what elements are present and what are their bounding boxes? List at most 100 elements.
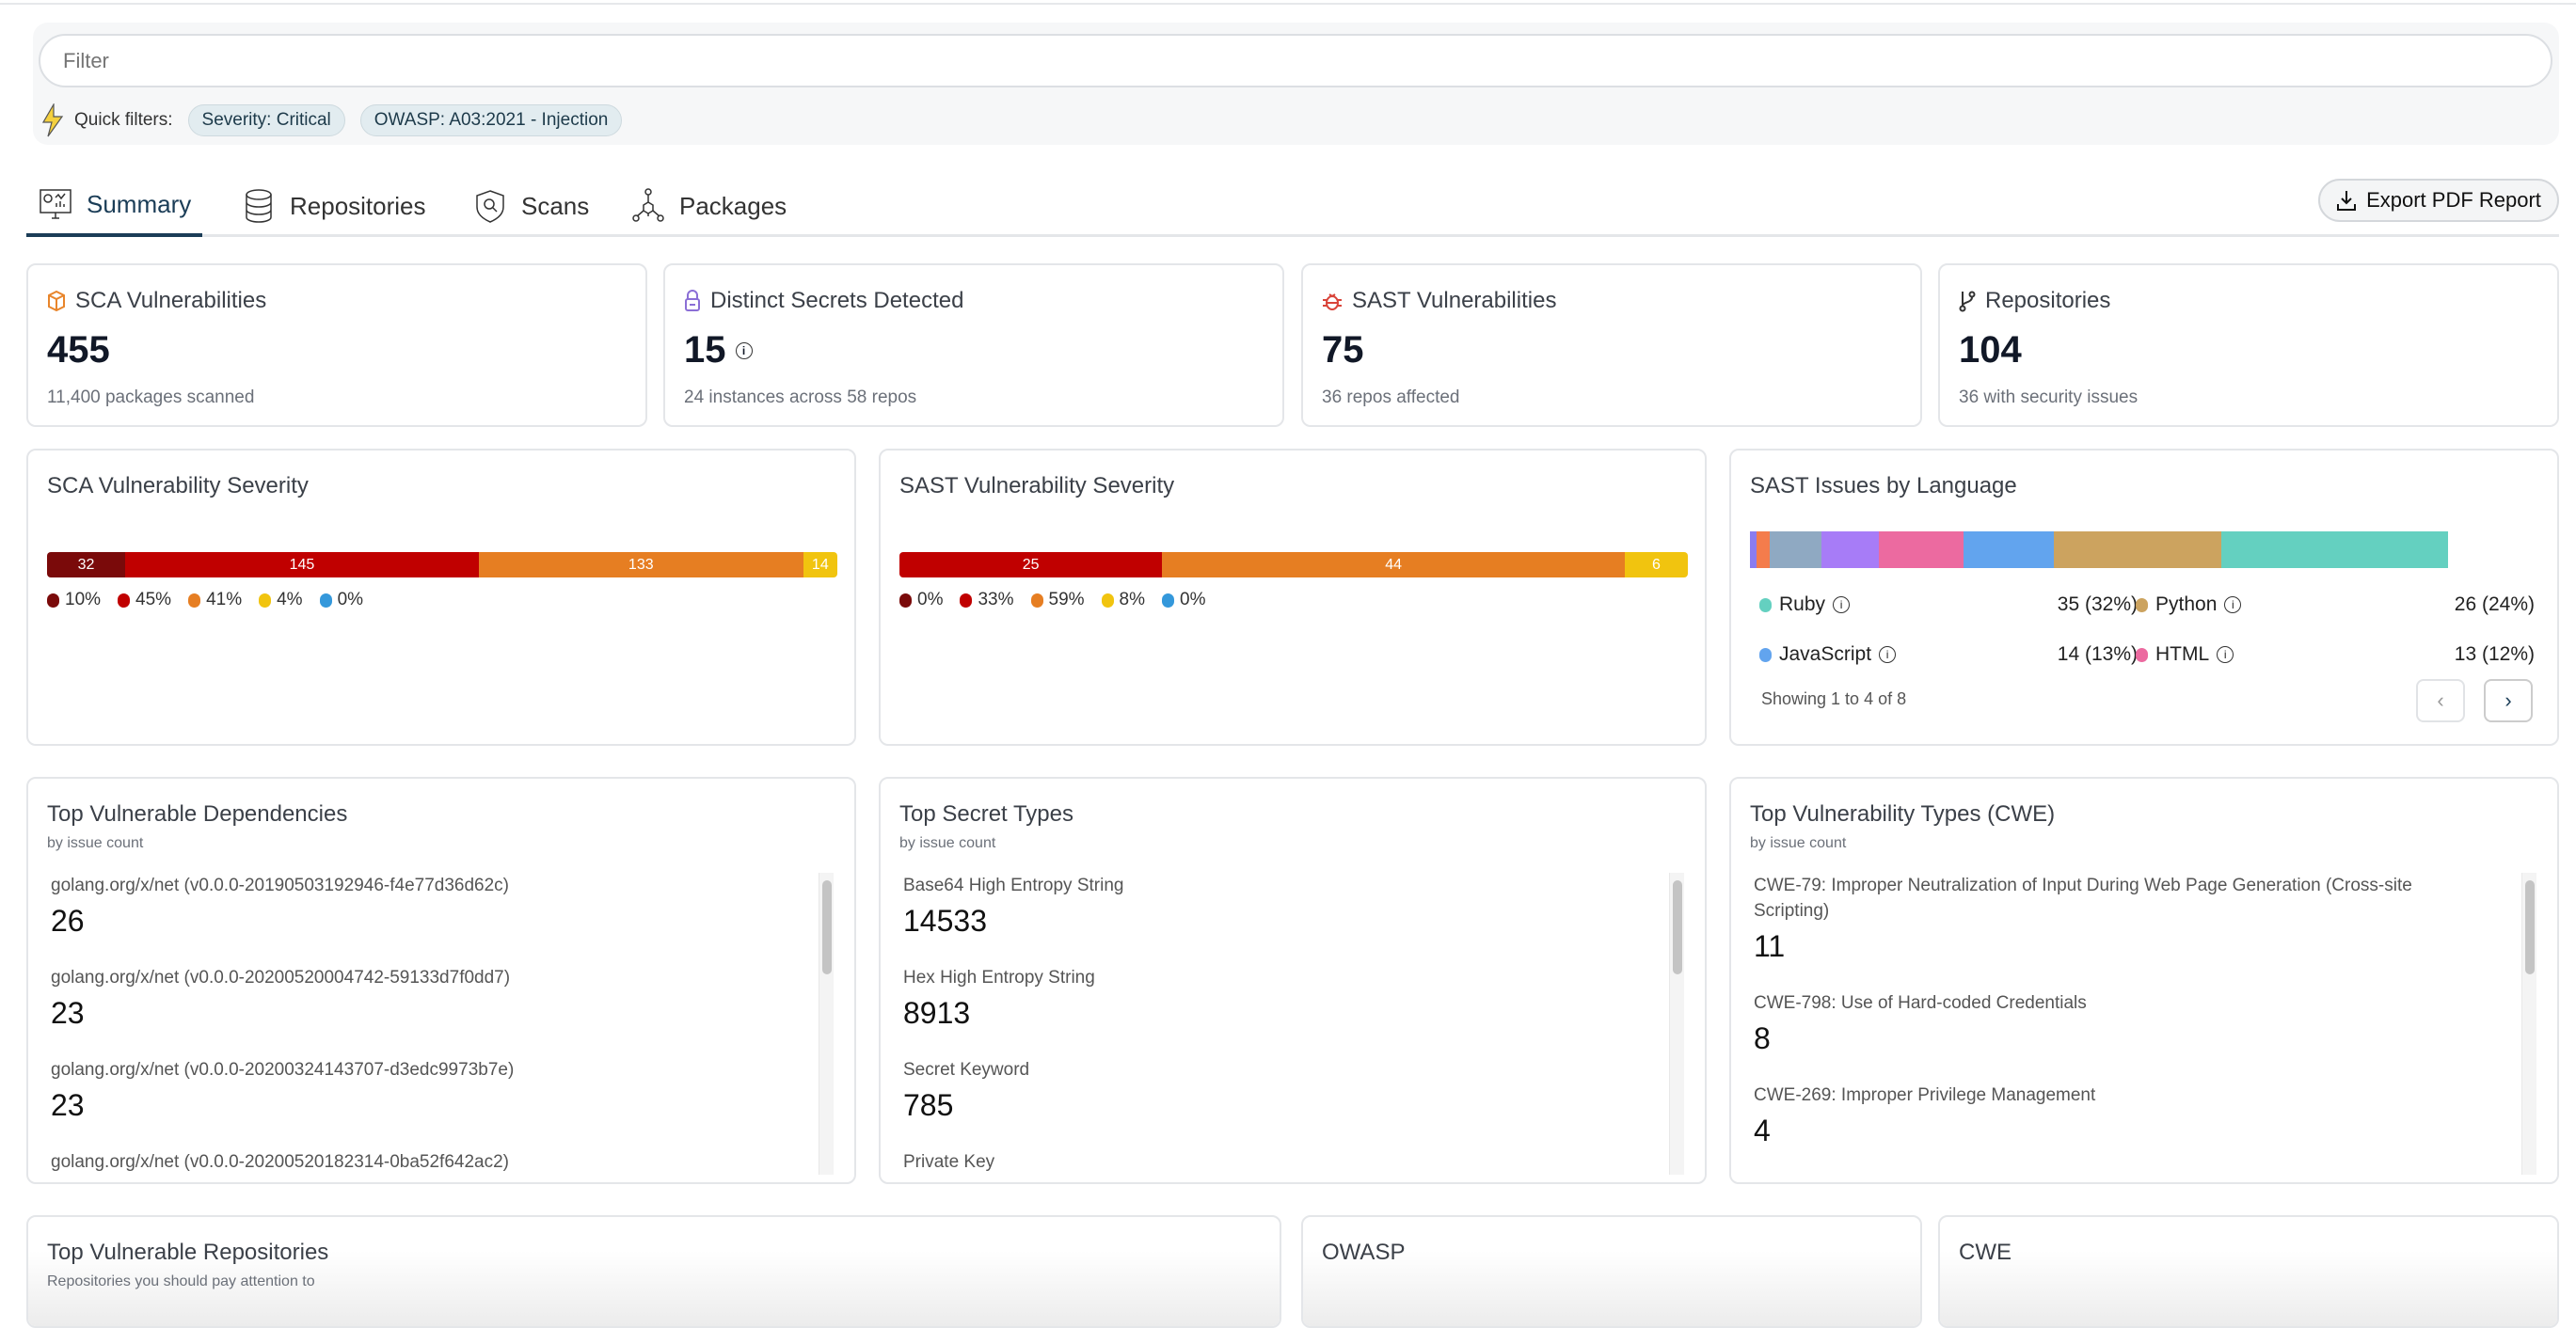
info-icon[interactable]: i	[1879, 646, 1897, 663]
stat-sub: 36 with security issues	[1959, 387, 2139, 407]
language-segment[interactable]	[1821, 531, 1880, 568]
info-icon[interactable]: i	[2217, 646, 2234, 663]
sast-language-card: SAST Issues by Language Ruby i 35 (32%) Pyt…	[1729, 449, 2559, 746]
language-segment[interactable]	[1756, 531, 1770, 568]
stat-sub: 11,400 packages scanned	[47, 387, 255, 407]
stat-card-secrets: Distinct Secrets Detected 15 i 24 instanc…	[663, 263, 1284, 427]
owasp-card: OWASP	[1301, 1215, 1922, 1328]
tab-repositories[interactable]: Repositories	[230, 175, 437, 237]
next-page-button[interactable]: ›	[2484, 679, 2533, 722]
list-item[interactable]: golang.org/x/net (v0.0.0-20200324143707-…	[51, 1057, 817, 1123]
legend-label: 0%	[917, 590, 944, 609]
lightning-icon	[41, 103, 64, 137]
tab-label: Scans	[521, 191, 590, 220]
list-item-label: Hex High Entropy String	[903, 968, 1095, 988]
list-item[interactable]: Hex High Entropy String 8913	[903, 965, 1667, 1031]
scrollbar[interactable]	[1669, 873, 1684, 1175]
language-segment[interactable]	[1879, 531, 1964, 568]
legend-dot	[259, 593, 272, 608]
stat-value: 75	[1322, 329, 1364, 371]
info-icon[interactable]: i	[735, 341, 753, 359]
package-icon	[48, 291, 65, 311]
list-item[interactable]: Secret Keyword 785	[903, 1057, 1667, 1123]
legend-label: 59%	[1048, 590, 1085, 609]
language-legend-item: HTML i	[2136, 643, 2234, 666]
language-legend-item: Python i	[2136, 593, 2242, 616]
list-item[interactable]: Private Key20	[903, 1149, 1667, 1175]
list-item[interactable]: CWE-269: Improper Privilege Management 4	[1754, 1083, 2491, 1148]
language-value: 14 (13%)	[2057, 643, 2138, 665]
info-icon[interactable]: i	[1833, 596, 1851, 613]
chart-title: SCA Vulnerability Severity	[47, 473, 309, 498]
legend-dot	[1759, 647, 1772, 662]
list-item-count: 26	[51, 904, 85, 938]
info-icon[interactable]: i	[2224, 596, 2242, 613]
dependencies-list: golang.org/x/net (v0.0.0-20190503192946-…	[51, 873, 817, 1175]
legend-dot	[118, 593, 131, 608]
quick-filters-label: Quick filters:	[74, 110, 173, 130]
scrollbar[interactable]	[819, 873, 834, 1175]
legend-item: 59%	[1030, 590, 1085, 610]
export-pdf-button[interactable]: Export PDF Report	[2318, 179, 2559, 222]
top-repositories-card: Top Vulnerable Repositories Repositories…	[26, 1215, 1281, 1328]
stat-value: 455	[47, 329, 110, 371]
list-item-label: golang.org/x/net (v0.0.0-20190503192946-…	[51, 876, 509, 895]
database-icon	[246, 189, 272, 223]
card-subtitle: by issue count	[47, 835, 144, 851]
list-item-count: 785	[903, 1088, 954, 1122]
list-item[interactable]: golang.org/x/net (v0.0.0-20200520182314-…	[51, 1149, 817, 1175]
cwe-list: CWE-79: Improper Neutralization of Input…	[1754, 873, 2491, 1175]
language-name: Python	[2155, 593, 2218, 615]
card-title: Top Vulnerable Dependencies	[47, 801, 348, 827]
tab-scans[interactable]: Scans	[461, 175, 600, 237]
legend-item: 41%	[188, 590, 242, 610]
list-item-count: 23	[51, 1088, 85, 1122]
prev-page-button[interactable]: ‹	[2416, 679, 2465, 722]
language-segment[interactable]	[1963, 531, 2054, 568]
legend-label: 8%	[1119, 590, 1145, 609]
list-item[interactable]: golang.org/x/net (v0.0.0-20190503192946-…	[51, 873, 817, 939]
language-segment[interactable]	[2221, 531, 2448, 568]
stat-sub: 24 instances across 58 repos	[684, 387, 917, 407]
bar-segment[interactable]: 6	[1624, 552, 1688, 577]
tab-summary[interactable]: Summary	[26, 175, 203, 237]
list-item-label: Base64 High Entropy String	[903, 876, 1124, 895]
language-value: 35 (32%)	[2057, 593, 2138, 615]
filter-input[interactable]	[39, 34, 2552, 87]
bar-segment[interactable]: 25	[899, 552, 1163, 577]
bar-segment[interactable]: 133	[478, 552, 803, 577]
legend-item: 33%	[960, 590, 1014, 610]
bar-segment[interactable]: 14	[803, 552, 837, 577]
filter-panel: Quick filters: Severity: Critical OWASP:…	[33, 23, 2559, 145]
quick-filter-chip[interactable]: Severity: Critical	[187, 104, 345, 136]
legend-dot	[188, 593, 201, 608]
quick-filter-chip[interactable]: OWASP: A03:2021 - Injection	[359, 104, 623, 136]
list-item[interactable]: CWE-79: Improper Neutralization of Input…	[1754, 873, 2491, 964]
legend-dot	[1759, 597, 1772, 612]
bar-segment[interactable]: 32	[47, 552, 125, 577]
bar-segment[interactable]: 145	[124, 552, 479, 577]
cwe-card: CWE	[1938, 1215, 2559, 1328]
card-title: Top Vulnerable Repositories	[47, 1240, 329, 1265]
language-segment[interactable]	[1769, 531, 1821, 568]
legend-dot	[2136, 647, 2148, 662]
legend-label: 41%	[206, 590, 243, 609]
list-item[interactable]: Base64 High Entropy String 14533	[903, 873, 1667, 939]
language-segment[interactable]	[2053, 531, 2222, 568]
language-segment[interactable]	[1750, 531, 1757, 568]
tab-packages[interactable]: Packages	[619, 175, 798, 237]
list-item-label: CWE-79: Improper Neutralization of Input…	[1754, 876, 2412, 921]
fade-overlay	[1940, 1251, 2557, 1326]
card-title: OWASP	[1322, 1240, 1406, 1265]
legend-dot	[899, 593, 912, 608]
secret-types-list: Base64 High Entropy String 14533 Hex High …	[903, 873, 1667, 1175]
list-item[interactable]: CWE-798: Use of Hard-coded Credentials 8	[1754, 990, 2491, 1056]
scrollbar[interactable]	[2521, 873, 2536, 1175]
bar-segment[interactable]: 44	[1162, 552, 1625, 577]
chart-title: SAST Vulnerability Severity	[899, 473, 1175, 498]
list-item[interactable]: golang.org/x/net (v0.0.0-20200520004742-…	[51, 965, 817, 1031]
top-secret-types-card: Top Secret Types by issue count Base64 H…	[879, 777, 1707, 1184]
legend-label: 33%	[978, 590, 1014, 609]
legend-dot	[960, 593, 973, 608]
sast-severity-bar: 25 44 6	[899, 552, 1688, 577]
